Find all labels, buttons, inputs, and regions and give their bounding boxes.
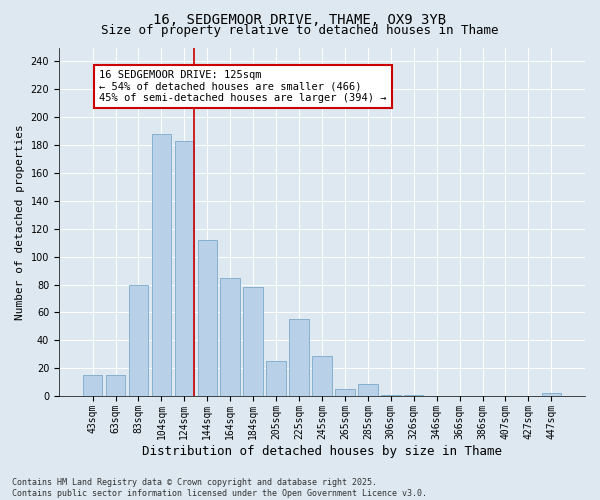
Bar <box>312 356 332 396</box>
Bar <box>197 240 217 396</box>
Text: Size of property relative to detached houses in Thame: Size of property relative to detached ho… <box>101 24 499 37</box>
Bar <box>83 375 103 396</box>
Text: 16, SEDGEMOOR DRIVE, THAME, OX9 3YB: 16, SEDGEMOOR DRIVE, THAME, OX9 3YB <box>154 12 446 26</box>
Bar <box>244 288 263 396</box>
Y-axis label: Number of detached properties: Number of detached properties <box>15 124 25 320</box>
Bar <box>106 375 125 396</box>
Bar <box>220 278 240 396</box>
Bar <box>152 134 171 396</box>
Bar <box>404 394 424 396</box>
Bar <box>175 141 194 396</box>
Bar <box>381 394 401 396</box>
Text: Contains HM Land Registry data © Crown copyright and database right 2025.
Contai: Contains HM Land Registry data © Crown c… <box>12 478 427 498</box>
Bar <box>128 284 148 396</box>
Bar <box>358 384 377 396</box>
Text: 16 SEDGEMOOR DRIVE: 125sqm
← 54% of detached houses are smaller (466)
45% of sem: 16 SEDGEMOOR DRIVE: 125sqm ← 54% of deta… <box>100 70 387 103</box>
X-axis label: Distribution of detached houses by size in Thame: Distribution of detached houses by size … <box>142 444 502 458</box>
Bar <box>542 394 561 396</box>
Bar <box>335 389 355 396</box>
Bar <box>289 320 309 396</box>
Bar <box>266 361 286 396</box>
